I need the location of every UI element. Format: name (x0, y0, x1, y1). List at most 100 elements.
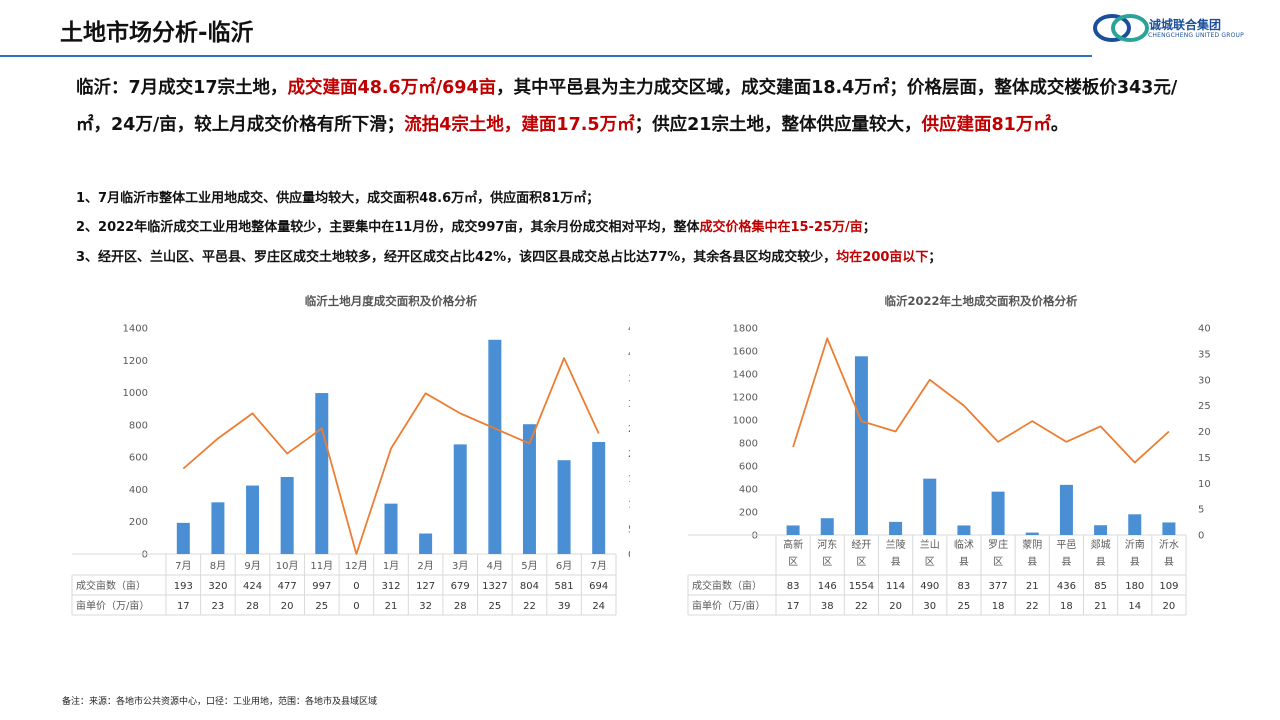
category-label: 3月 (452, 560, 468, 572)
y-left-tick-label: 600 (129, 453, 148, 464)
table-value: 694 (589, 581, 608, 592)
bar (592, 441, 606, 554)
page-title: 土地市场分析-临沂 (60, 20, 254, 46)
table-value: 17 (787, 601, 800, 612)
summary-paragraph: 临沂：7月成交17宗土地，成交建面48.6万㎡/694亩，其中平邑县为主力成交区… (76, 70, 1206, 144)
bar (419, 533, 433, 554)
table-row-label: 亩单价（万/亩） (692, 599, 765, 612)
table-value: 22 (523, 601, 536, 612)
category-label: 平邑 (1056, 539, 1076, 551)
table-value: 127 (416, 581, 435, 592)
table-value: 25 (315, 601, 328, 612)
table-value: 114 (886, 581, 905, 592)
y-left-tick-label: 1400 (733, 370, 758, 381)
category-label: 区 (993, 556, 1003, 568)
summary-text: 。 (1050, 115, 1069, 135)
category-label: 县 (1130, 556, 1140, 568)
table-value: 28 (246, 601, 259, 612)
summary-highlight: 供应建面81万㎡ (921, 115, 1051, 135)
bar (384, 503, 398, 554)
bar (246, 485, 260, 554)
table-value: 14 (1128, 601, 1141, 612)
bar (557, 460, 571, 554)
table-value: 477 (278, 581, 297, 592)
bar (453, 444, 467, 554)
table-value: 38 (821, 601, 834, 612)
table-value: 320 (208, 581, 227, 592)
summary-text: 临沂：7月成交17宗土地， (76, 78, 288, 98)
table-row-label: 亩单价（万/亩） (76, 599, 149, 612)
bar (957, 525, 971, 535)
bullet-point-1: 1、7月临沂市整体工业用地成交、供应量均较大，成交面积48.6万㎡，供应面积81… (76, 187, 599, 206)
table-value: 997 (312, 581, 331, 592)
y-right-tick-label: 35 (1198, 349, 1211, 360)
table-value: 39 (558, 601, 571, 612)
category-label: 沂水 (1159, 538, 1179, 551)
category-label: 2月 (417, 560, 433, 572)
bar (854, 356, 868, 535)
footnote: 备注：来源：各地市公共资源中心，口径：工业用地，范围：各地市及县域区域 (62, 697, 378, 707)
category-label: 11月 (310, 560, 333, 572)
table-value: 18 (1060, 601, 1073, 612)
table-value: 377 (989, 581, 1008, 592)
category-label: 区 (925, 556, 935, 568)
y-right-tick-label: 30 (1198, 375, 1211, 386)
chart-svg: 临沂2022年土地成交面积及价格分析0200400600800100012001… (687, 294, 1211, 616)
bar (211, 502, 225, 554)
bar (923, 478, 937, 535)
bar (522, 424, 536, 554)
bar (991, 491, 1005, 535)
y-right-tick-label: 25 (628, 424, 630, 435)
category-label: 5月 (521, 560, 537, 572)
table-value: 28 (454, 601, 467, 612)
category-label: 区 (822, 556, 832, 568)
table-value: 20 (281, 601, 294, 612)
bullet-text: 1、7月临沂市整体工业用地成交、供应量均较大，成交面积48.6万㎡，供应面积81… (76, 191, 600, 206)
y-left-tick-label: 1200 (733, 393, 758, 404)
y-left-tick-label: 200 (129, 517, 148, 528)
y-left-tick-label: 400 (129, 485, 148, 496)
bullet-point-2: 2、2022年临沂成交工业用地整体量较少，主要集中在11月份，成交997亩，其余… (76, 216, 876, 235)
table-row-label: 成交亩数（亩） (76, 579, 146, 592)
y-right-tick-label: 10 (1198, 479, 1211, 490)
bar (176, 522, 190, 554)
bar (820, 518, 834, 535)
header-rule (0, 55, 1092, 57)
category-label: 县 (1061, 556, 1071, 568)
table-value: 424 (243, 581, 262, 592)
y-left-tick-label: 1200 (123, 356, 148, 367)
price-line (182, 357, 600, 555)
chart-title: 临沂土地月度成交面积及价格分析 (305, 294, 478, 308)
bullet-text: 3、经开区、兰山区、平邑县、罗庄区成交土地较多，经开区成交占比42%，该四区县成… (76, 250, 837, 265)
y-left-tick-label: 800 (129, 420, 148, 431)
category-label: 沂南 (1125, 538, 1145, 551)
y-right-tick-label: 20 (1198, 427, 1211, 438)
bar (280, 476, 294, 554)
table-value: 32 (419, 601, 432, 612)
table-value: 109 (1159, 581, 1178, 592)
category-label: 6月 (556, 560, 572, 572)
bullet-text: ； (862, 220, 876, 235)
chart-svg: 临沂土地月度成交面积及价格分析0200400600800100012001400… (71, 294, 630, 616)
bar (315, 393, 329, 554)
y-right-tick-label: 5 (1198, 505, 1204, 516)
logo-subtitle: CHENGCHENG UNITED GROUP (1148, 32, 1244, 39)
bar (889, 521, 903, 535)
table-value: 22 (1026, 601, 1039, 612)
summary-highlight: 流拍4宗土地，建面17.5万㎡ (404, 115, 635, 135)
summary-text: ，其中平邑县为主力成交区域，成交建面18.4万㎡；价格层面，整体成交楼板价343… (76, 78, 1178, 135)
category-label: 区 (856, 556, 866, 568)
category-label: 临沭 (954, 538, 974, 551)
y-right-tick-label: 0 (1198, 531, 1204, 542)
y-right-tick-label: 45 (628, 324, 630, 335)
table-value: 30 (923, 601, 936, 612)
table-value: 804 (520, 581, 539, 592)
category-label: 10月 (276, 560, 299, 572)
bullet-highlight: 均在200亩以下 (836, 250, 929, 265)
summary-text: ；供应21宗土地，整体供应量较大， (634, 115, 922, 135)
table-value: 0 (353, 581, 359, 592)
category-label: 郯城 (1091, 538, 1111, 551)
company-logo: 诚城联合集团 CHENGCHENG UNITED GROUP (1093, 12, 1253, 48)
y-right-tick-label: 0 (628, 550, 630, 561)
table-value: 20 (1163, 601, 1176, 612)
